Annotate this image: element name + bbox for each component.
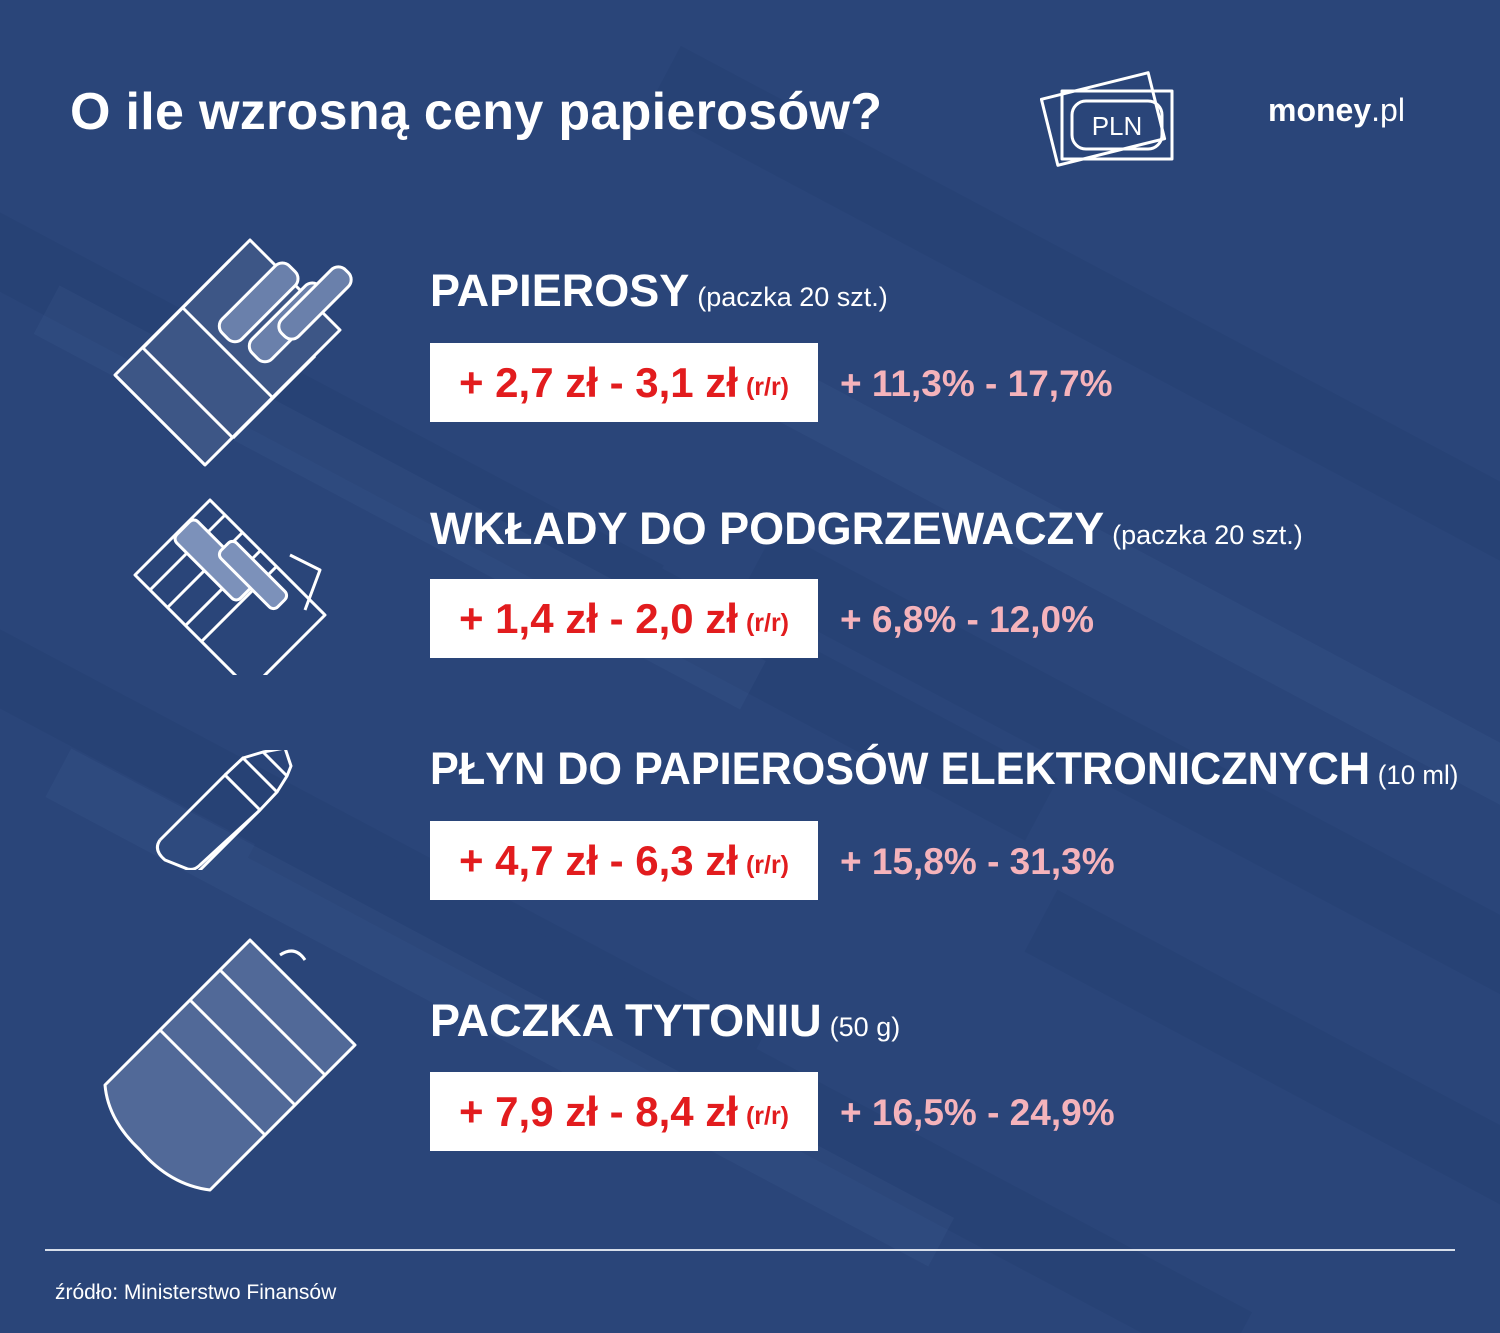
item-name: PACZKA TYTONIU (50 g) — [430, 995, 900, 1047]
amount-box: + 7,9 zł - 8,4 zł (r/r) — [430, 1072, 818, 1151]
amount-value: + 4,7 zł - 6,3 zł — [458, 836, 738, 884]
e-liquid-bottle-icon — [155, 750, 293, 870]
percent-value: + 15,8% - 31,3% — [840, 841, 1115, 882]
logo-main: money — [1268, 92, 1372, 128]
source-note: źródło: Ministerstwo Finansów — [55, 1281, 337, 1304]
amount-box: + 2,7 zł - 3,1 zł (r/r) — [430, 343, 818, 422]
list-item: PACZKA TYTONIU (50 g) — [430, 995, 900, 1047]
list-item: WKŁADY DO PODGRZEWACZY (paczka 20 szt.) — [430, 503, 1303, 555]
item-title: PACZKA TYTONIU — [430, 995, 822, 1046]
amount-value: + 1,4 zł - 2,0 zł — [458, 594, 738, 642]
item-name: PŁYN DO PAPIEROSÓW ELEKTRONICZNYCH (10 ml… — [430, 743, 1458, 795]
item-note: (50 g) — [829, 1012, 901, 1042]
list-item: PAPIEROSY (paczka 20 szt.) — [430, 265, 888, 317]
item-note: (paczka 20 szt.) — [697, 282, 888, 312]
item-title: PAPIEROSY — [430, 265, 690, 316]
logo-suffix: .pl — [1371, 92, 1405, 128]
pln-label: PLN — [1092, 111, 1143, 141]
period-label: (r/r) — [745, 373, 790, 401]
period-label: (r/r) — [745, 851, 790, 879]
item-note: (10 ml) — [1377, 760, 1459, 790]
heated-tobacco-pack-icon — [133, 498, 327, 675]
amount-box: + 1,4 zł - 2,0 zł (r/r) — [430, 579, 818, 658]
amount-box: + 4,7 zł - 6,3 zł (r/r) — [430, 821, 818, 900]
item-note: (paczka 20 szt.) — [1112, 520, 1303, 550]
footer-divider — [45, 1249, 1455, 1251]
period-label: (r/r) — [745, 1102, 790, 1130]
page-title: O ile wzrosną ceny papierosów? — [70, 83, 883, 141]
item-name: WKŁADY DO PODGRZEWACZY (paczka 20 szt.) — [430, 503, 1303, 555]
amount-value: + 2,7 zł - 3,1 zł — [458, 358, 738, 406]
list-item: PŁYN DO PAPIEROSÓW ELEKTRONICZNYCH (10 ml… — [430, 743, 1500, 795]
period-label: (r/r) — [745, 609, 790, 637]
amount-value: + 7,9 zł - 8,4 zł — [458, 1087, 738, 1135]
cigarette-pack-icon — [113, 238, 353, 467]
tobacco-pouch-icon — [103, 938, 357, 1192]
percent-value: + 16,5% - 24,9% — [840, 1092, 1115, 1133]
percent-value: + 11,3% - 17,7% — [840, 363, 1113, 404]
money-logo: money.pl — [1268, 92, 1405, 129]
item-title: WKŁADY DO PODGRZEWACZY — [430, 503, 1105, 554]
percent-value: + 6,8% - 12,0% — [840, 599, 1095, 640]
item-name: PAPIEROSY (paczka 20 szt.) — [430, 265, 888, 317]
item-title: PŁYN DO PAPIEROSÓW ELEKTRONICZNYCH — [430, 743, 1371, 794]
banknote-icon: PLN — [1040, 71, 1174, 167]
